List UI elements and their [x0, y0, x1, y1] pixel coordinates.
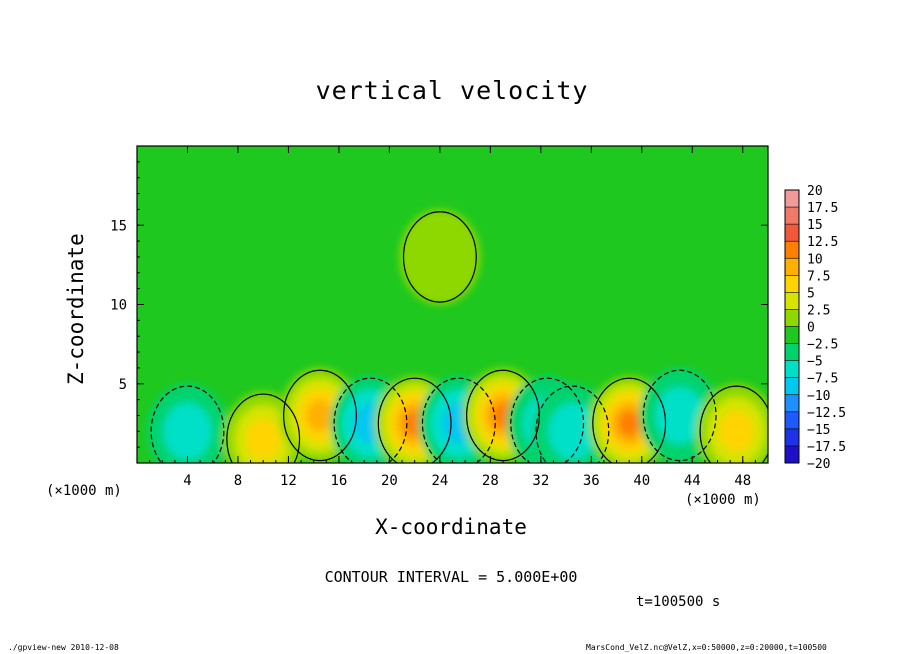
- colorbar-segment: [785, 292, 799, 310]
- colorbar-label: 7.5: [807, 269, 830, 284]
- x-tick-label: 24: [431, 473, 448, 489]
- contour-line: [535, 385, 610, 463]
- y-tick-label: 15: [110, 218, 127, 234]
- contour-line: [510, 377, 585, 463]
- x-axis-label: X-coordinate: [375, 515, 527, 539]
- x-unit-left: (×1000 m): [46, 483, 122, 499]
- heatmap-cell: [548, 402, 597, 460]
- colorbar-segment: [785, 258, 799, 276]
- colorbar-segment: [785, 190, 799, 208]
- colorbar-label: 20: [807, 184, 823, 199]
- colorbar-label: −5: [807, 355, 823, 370]
- colorbar: 20 17.5 15 12.5 10 7.5 5 2.5 0 −2.5 −5 −7.5 −10 −12.5…: [784, 184, 846, 472]
- heatmap-cell: [618, 410, 641, 437]
- colorbar-segment: [785, 360, 799, 379]
- colorbar-segment: [785, 326, 799, 345]
- chart-title: vertical velocity: [315, 76, 589, 105]
- x-unit-right: (×1000 m): [685, 492, 761, 508]
- x-tick-label: 36: [583, 473, 600, 489]
- colorbar-segment: [785, 224, 799, 242]
- colorbar-label: −10: [807, 389, 830, 404]
- colorbar-segment: [785, 428, 799, 447]
- colorbar-segment: [785, 445, 799, 464]
- colorbar-label: 15: [807, 218, 823, 233]
- contour-line: [283, 369, 357, 462]
- colorbar-label: −20: [807, 457, 830, 472]
- x-tick-label: 40: [633, 473, 650, 489]
- contour-line: [421, 377, 496, 463]
- colorbar-label: −17.5: [807, 440, 846, 455]
- colorbar-segment: [785, 207, 799, 225]
- colorbar-label: 5: [807, 286, 815, 301]
- heatmap-field: [137, 146, 768, 463]
- contour-line: [402, 211, 477, 303]
- colorbar-segment: [785, 394, 799, 413]
- contour-line: [333, 377, 408, 463]
- colorbar-segment: [785, 411, 799, 430]
- plot-area: [136, 145, 769, 464]
- contour-line: [377, 377, 452, 463]
- y-tick-label: 5: [119, 377, 127, 393]
- heatmap-cell: [306, 399, 334, 432]
- heatmap-cell: [163, 402, 212, 460]
- contour-line: [699, 385, 768, 463]
- contour-line: [150, 385, 225, 463]
- x-tick-label: 20: [381, 473, 398, 489]
- contour-line: [226, 393, 301, 463]
- colorbar-label: 12.5: [807, 235, 838, 250]
- heatmap-cell: [719, 410, 754, 452]
- colorbar-label: 17.5: [807, 201, 838, 216]
- y-tick-label: 10: [110, 298, 127, 314]
- x-tick-label: 8: [234, 473, 242, 489]
- x-tick-label: 48: [734, 473, 751, 489]
- time-label: t=100500 s: [636, 594, 721, 610]
- y-axis-label: Z-coordinate: [64, 233, 88, 385]
- colorbar-segment: [785, 343, 799, 362]
- heatmap-cell: [399, 209, 481, 305]
- footer-left: ./gpview-new 2010-12-08: [8, 643, 119, 652]
- x-tick-label: 16: [330, 473, 347, 489]
- colorbar-label: 10: [807, 252, 823, 267]
- contour-interval-text: CONTOUR INTERVAL = 5.000E+00: [324, 568, 578, 586]
- colorbar-label: −15: [807, 423, 830, 438]
- colorbar-label: 0: [807, 321, 815, 336]
- contour-line: [592, 377, 667, 463]
- footer-right: MarsCond_VelZ.nc@VelZ,x=0:50000,z=0:2000…: [586, 643, 827, 652]
- x-tick-label: 28: [482, 473, 499, 489]
- colorbar-label: −2.5: [807, 338, 838, 353]
- colorbar-segment: [785, 241, 799, 259]
- x-tick-label: 44: [684, 473, 701, 489]
- colorbar-label: 2.5: [807, 303, 830, 318]
- x-tick-label: 12: [280, 473, 297, 489]
- heatmap-cell: [245, 418, 281, 460]
- colorbar-segment: [785, 377, 799, 396]
- x-tick-label: 32: [532, 473, 549, 489]
- colorbar-label: −7.5: [807, 372, 838, 387]
- colorbar-segment: [785, 309, 799, 327]
- x-tick-label: 4: [183, 473, 191, 489]
- colorbar-label: −12.5: [807, 406, 846, 421]
- colorbar-segment: [785, 275, 799, 293]
- heatmap-cell: [655, 386, 704, 444]
